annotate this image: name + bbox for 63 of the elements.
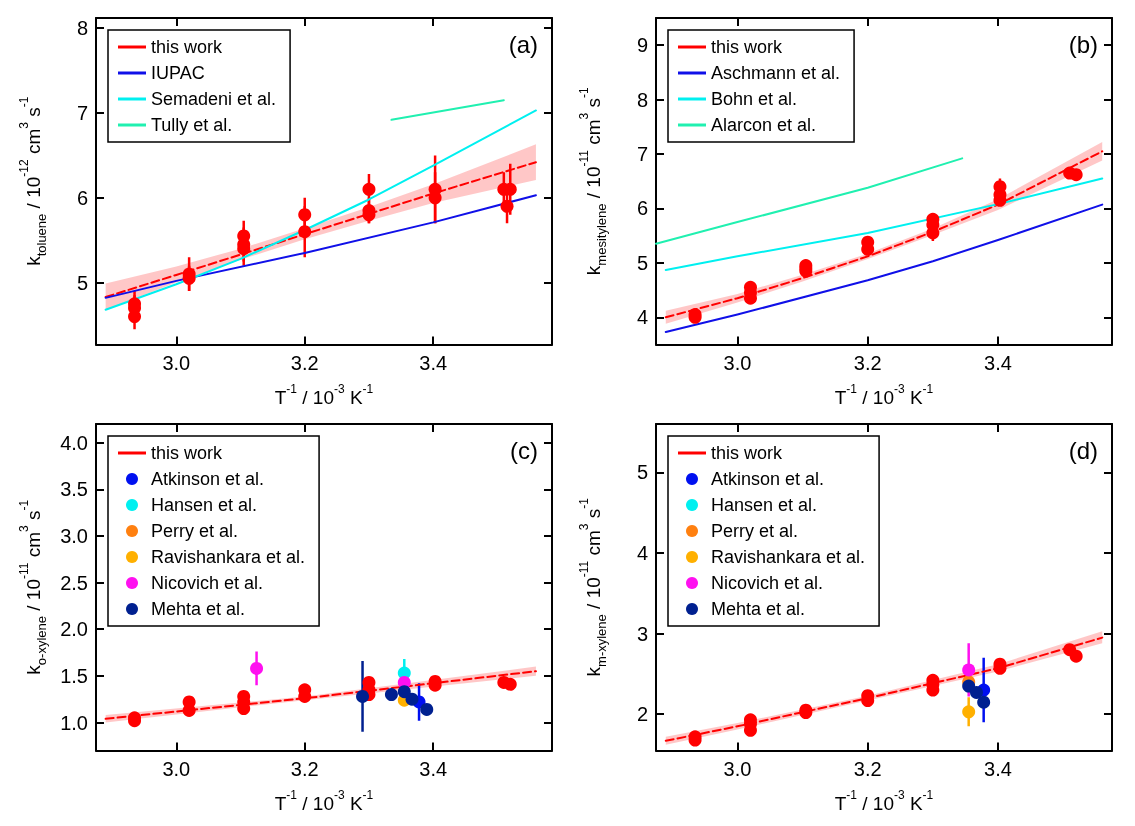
legend-label: this work xyxy=(711,443,784,463)
y-tick-label: 4 xyxy=(636,306,648,329)
y-tick-label: 9 xyxy=(636,34,648,57)
x-tick-label: 3.0 xyxy=(723,757,752,780)
annotation: (b) xyxy=(1068,30,1099,58)
legend-label: Perry et al. xyxy=(151,521,239,541)
legend-label: Mehta et al. xyxy=(151,599,246,619)
legend-label: this work xyxy=(711,37,784,57)
y-tick-label: 2.0 xyxy=(60,618,88,641)
annotation: (d) xyxy=(1068,436,1099,464)
y-tick-label: 5 xyxy=(76,271,88,294)
legend-label: Bohn et al. xyxy=(711,89,798,109)
legend-label: Nicovich et al. xyxy=(151,573,264,593)
legend-label: this work xyxy=(151,443,224,463)
legend-label: Aschmann et al. xyxy=(711,63,841,83)
y-tick-label: 2.5 xyxy=(60,571,88,594)
y-tick-label: 3 xyxy=(636,622,648,645)
x-tick-label: 3.4 xyxy=(419,757,448,780)
y-tick-label: 3.5 xyxy=(60,478,88,501)
y-tick-label: 4 xyxy=(636,541,648,564)
y-axis-title: ktoluene / 10-12 cm3 s-1 xyxy=(17,96,49,266)
legend-label: Atkinson et al. xyxy=(151,469,265,489)
y-tick-label: 6 xyxy=(636,197,648,220)
x-tick-label: 3.2 xyxy=(853,351,882,374)
legend-label: Hansen et al. xyxy=(711,495,818,515)
x-tick-label: 3.2 xyxy=(853,757,882,780)
legend-label: Ravishankara et al. xyxy=(151,547,306,567)
annotation: (a) xyxy=(508,30,539,58)
y-tick-label: 7 xyxy=(636,143,648,166)
x-tick-label: 3.4 xyxy=(419,351,448,374)
y-tick-label: 5 xyxy=(636,251,648,274)
legend-label: Semadeni et al. xyxy=(151,89,277,109)
x-tick-label: 3.2 xyxy=(290,351,319,374)
legend-label: Nicovich et al. xyxy=(711,573,824,593)
x-tick-label: 3.4 xyxy=(984,757,1012,780)
legend-label: Hansen et al. xyxy=(151,495,258,515)
legend-label: Perry et al. xyxy=(711,521,799,541)
x-tick-label: 3.0 xyxy=(723,351,752,374)
y-tick-label: 1.5 xyxy=(60,664,88,687)
y-tick-label: 2 xyxy=(636,703,648,726)
legend-label: Atkinson et al. xyxy=(711,469,825,489)
legend-label: Alarcon et al. xyxy=(711,115,817,135)
legend-label: IUPAC xyxy=(151,63,205,83)
x-tick-label: 3.0 xyxy=(162,351,191,374)
y-tick-label: 7 xyxy=(76,101,88,124)
y-tick-label: 5 xyxy=(636,461,648,484)
legend-label: Tully et al. xyxy=(151,115,233,135)
y-tick-label: 8 xyxy=(76,17,88,40)
y-tick-label: 3.0 xyxy=(60,524,88,547)
y-axis-title: ko-xylene / 10-11 cm3 s-1 xyxy=(17,499,49,675)
y-tick-label: 4.0 xyxy=(60,431,88,454)
legend-label: Mehta et al. xyxy=(711,599,806,619)
y-axis-title: kmesitylene / 10-11 cm3 s-1 xyxy=(577,87,609,276)
y-tick-label: 6 xyxy=(76,186,88,209)
legend-label: Ravishankara et al. xyxy=(711,547,866,567)
x-tick-label: 3.2 xyxy=(290,757,319,780)
x-tick-label: 3.0 xyxy=(162,757,191,780)
x-tick-label: 3.4 xyxy=(984,351,1012,374)
y-tick-label: 1.0 xyxy=(60,711,88,734)
annotation: (c) xyxy=(510,436,538,464)
y-axis-title: km-xylene / 10-11 cm3 s-1 xyxy=(577,497,609,677)
legend-label: this work xyxy=(151,37,224,57)
y-tick-label: 8 xyxy=(636,88,648,111)
